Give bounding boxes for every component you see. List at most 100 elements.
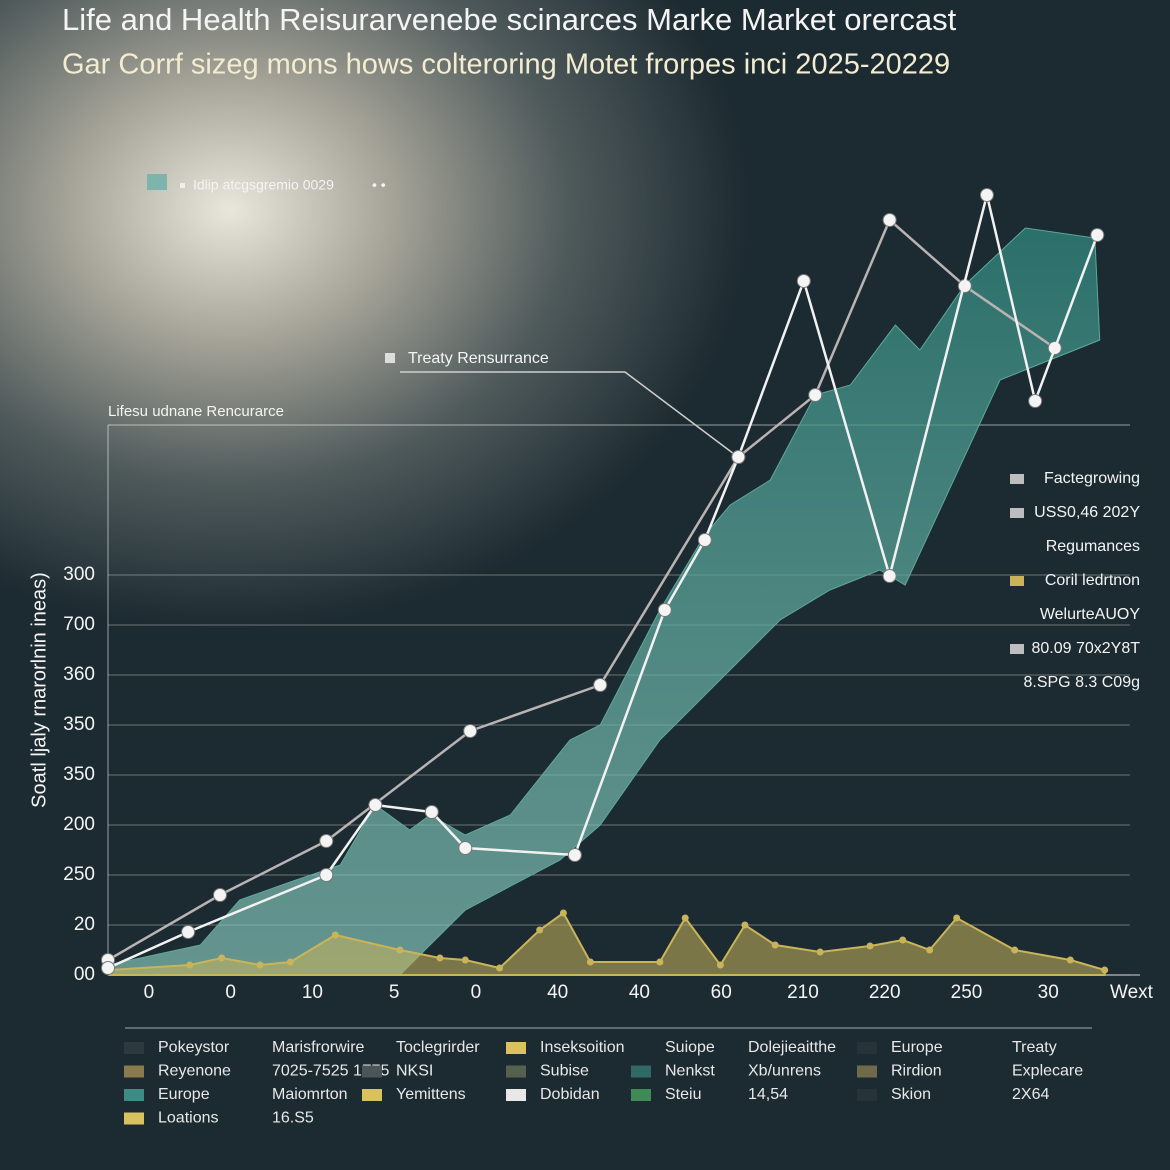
- point: [681, 914, 689, 922]
- point: [1066, 956, 1074, 964]
- point: [1101, 966, 1109, 974]
- legend-label: Marisfrorwire: [272, 1039, 365, 1056]
- legend-label: Dolejieaitthe: [748, 1039, 836, 1056]
- point: [697, 533, 712, 547]
- side-note: WelurteAUOY: [1040, 606, 1141, 623]
- point: [458, 841, 473, 855]
- legend-swatch: [124, 1042, 144, 1054]
- legend-label: Steiu: [665, 1086, 701, 1103]
- legend-label: Dobidan: [540, 1086, 600, 1103]
- legend-label: Yemittens: [396, 1086, 466, 1103]
- area-band: [107, 227, 1101, 976]
- legend-swatch: [506, 1089, 526, 1101]
- y-tick-label: 300: [63, 564, 95, 585]
- point: [567, 848, 582, 862]
- legend-swatch: [362, 1065, 382, 1078]
- side-note: Regumances: [1046, 538, 1140, 555]
- x-tick-label: 40: [547, 982, 568, 1003]
- point: [796, 274, 811, 288]
- legend-label: Explecare: [1012, 1063, 1083, 1080]
- legend-label: NKSI: [396, 1063, 433, 1080]
- point: [586, 958, 594, 966]
- y-tick-label: 20: [74, 914, 95, 935]
- y-tick-label: 360: [63, 664, 95, 685]
- point: [463, 724, 478, 738]
- point: [319, 834, 334, 848]
- note-swatch: [147, 174, 167, 190]
- legend-label: Nenkst: [665, 1063, 715, 1080]
- legend-label: 16.S5: [272, 1110, 314, 1127]
- x-tick-label: 0: [225, 982, 236, 1003]
- point: [899, 936, 907, 944]
- side-swatch: [1010, 644, 1024, 654]
- legend-label: Skion: [891, 1086, 931, 1103]
- point: [256, 961, 264, 969]
- point: [319, 868, 334, 882]
- legend-label: 2X64: [1012, 1086, 1049, 1103]
- y-tick-label: 00: [74, 964, 95, 985]
- y-tick-label: 700: [63, 614, 95, 635]
- legend-swatch: [857, 1089, 877, 1101]
- x-tick-label: 30: [1038, 982, 1059, 1003]
- legend-label: Pokeystor: [158, 1039, 230, 1056]
- chart-title: Life and Health Reisurarvenebe scinarces…: [62, 2, 957, 37]
- point: [218, 954, 226, 962]
- side-note: 80.09 70x2Y8T: [1031, 640, 1140, 657]
- legend-label: Subise: [540, 1063, 589, 1080]
- legend-swatch: [506, 1065, 526, 1078]
- point: [101, 961, 115, 975]
- point: [424, 805, 439, 819]
- legend-swatch: [857, 1065, 877, 1078]
- point: [656, 958, 664, 966]
- callout-line: [400, 371, 739, 458]
- point: [536, 926, 544, 934]
- legend-label: Reyenone: [158, 1063, 231, 1080]
- point: [213, 888, 228, 902]
- point: [716, 961, 724, 969]
- point: [926, 946, 934, 954]
- point: [331, 931, 339, 939]
- chart-subtitle: Gar Corrf sizeg mons hows colteroring Mo…: [62, 49, 950, 81]
- point: [186, 961, 194, 969]
- x-tick-label: 0: [471, 982, 482, 1003]
- legend-swatch: [362, 1089, 382, 1101]
- x-axis-label: Wext: [1110, 982, 1154, 1003]
- point: [593, 678, 608, 692]
- callout-swatch: [385, 353, 395, 363]
- point: [953, 914, 961, 922]
- side-note: Coril ledrtnon: [1045, 572, 1140, 589]
- legend-swatch: [631, 1065, 651, 1078]
- x-tick-label: 5: [389, 982, 400, 1003]
- point: [882, 213, 897, 227]
- legend-swatch: [631, 1089, 651, 1101]
- callout: Treaty Rensurrance: [408, 350, 549, 367]
- bullet: • •: [372, 177, 386, 193]
- bullet: [180, 183, 185, 188]
- point: [771, 941, 779, 949]
- legend-swatch: [124, 1089, 144, 1101]
- point: [808, 388, 823, 402]
- plot-note: Lifesu udnane Rencurarce: [108, 403, 284, 420]
- x-tick-label: 220: [869, 982, 901, 1003]
- legend-swatch: [124, 1065, 144, 1078]
- x-tick-label: 0: [144, 982, 155, 1003]
- legend-label: Maiomrton: [272, 1086, 348, 1103]
- side-swatch: [1010, 576, 1024, 586]
- legend-swatch: [506, 1042, 526, 1054]
- point: [657, 603, 672, 617]
- point: [368, 798, 383, 812]
- legend-swatch: [124, 1112, 144, 1125]
- point: [979, 188, 994, 202]
- point: [882, 569, 897, 583]
- point: [181, 925, 196, 939]
- legend-label: Europe: [891, 1039, 943, 1056]
- point: [741, 921, 749, 929]
- legend-label: 14,54: [748, 1086, 788, 1103]
- point: [1011, 946, 1019, 954]
- side-swatch: [1010, 508, 1024, 518]
- y-axis-label: Soatl ljaly rnarorlnin ineas): [28, 572, 50, 808]
- point: [1028, 394, 1043, 408]
- top-note: Idlip atcgsgremio 0029: [193, 177, 334, 193]
- legend-label: Europe: [158, 1086, 210, 1103]
